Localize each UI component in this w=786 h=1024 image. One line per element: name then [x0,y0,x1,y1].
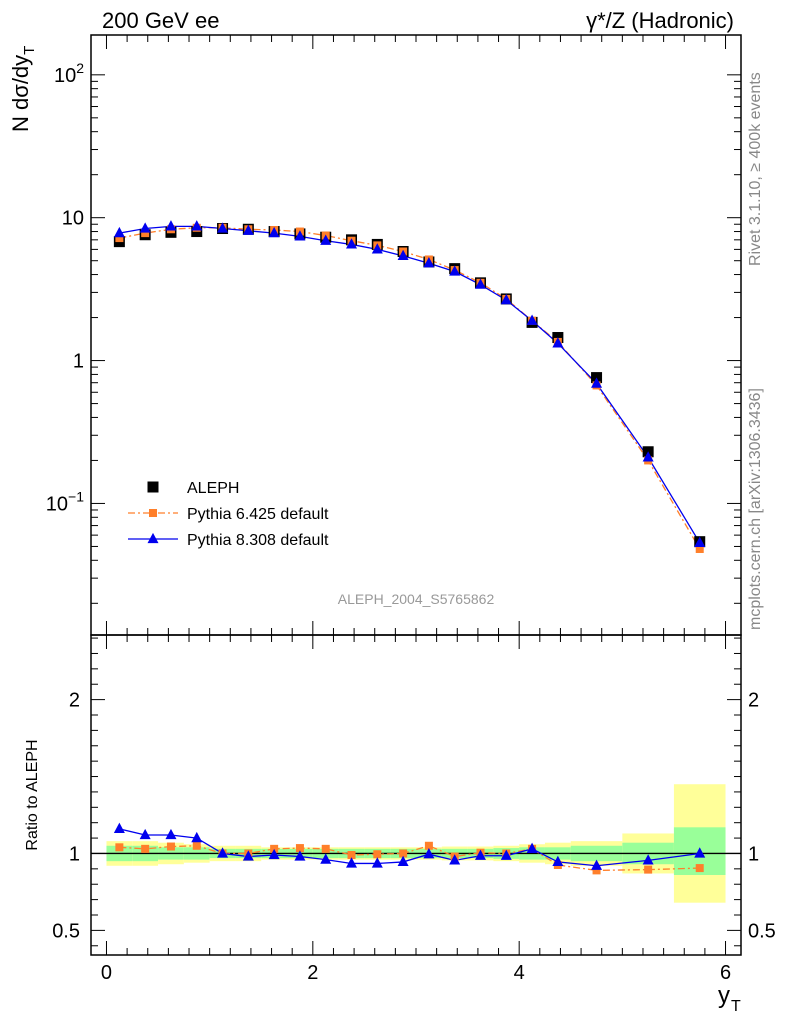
header-left: 200 GeV ee [102,8,219,33]
ratio-pythia8-point [397,855,409,867]
y-tick-label: 102 [54,60,84,87]
ratio-pythia8-point [423,848,435,859]
legend-marker-aleph [147,481,159,493]
pythia8-point [113,226,125,238]
ratio-pythia6-point [695,864,704,873]
ratio-y-tick-label-right: 0.5 [748,920,776,942]
pythia8-point [526,314,538,325]
analysis-watermark: ALEPH_2004_S5765862 [338,591,495,607]
x-axis: 0 2 4 6 [101,635,731,984]
pythia8-point [217,222,229,233]
ratio-series-points [113,822,706,875]
ratio-pythia6-point [592,866,601,875]
pythia8-point [242,224,254,235]
ratio-pythia6-point [141,844,150,853]
ratio-pythia6-point [347,851,356,859]
pythia8-point [449,265,461,276]
ratio-y-tick-label: 1 [69,843,80,865]
ratio-pythia8-point [320,853,332,864]
pythia8-point [694,536,706,547]
pythia8-point [591,377,603,388]
y-tick-label: 1 [73,351,84,373]
ratio-pythia8-point [694,847,706,858]
pythia6-point [115,234,124,243]
main-y-axis-label: N dσ/dyT [8,46,38,132]
y-tick-label: 10−1 [46,488,84,515]
x-axis-label: yT [718,982,741,1015]
header-right: γ*/Z (Hadronic) [586,8,734,33]
pythia8-point [268,226,280,238]
ratio-pythia8-point [242,850,254,861]
ratio-pythia6-point [192,841,201,850]
ratio-pythia6-point [115,843,124,852]
pythia6-point [141,229,150,238]
legend-marker-pythia6 [149,509,157,517]
ratio-pythia8-point [217,847,229,858]
ratio-pythia8-point [165,828,177,840]
pythia8-point [191,220,203,231]
ratio-frame [90,634,742,956]
pythia8-point [165,220,177,231]
pythia8-point [371,243,383,254]
ratio-y-tick-label: 0.5 [52,920,80,942]
main-x-ticks [105,35,727,635]
ratio-pythia6-point [424,841,433,850]
ratio-pythia8-point [139,828,151,840]
pythia6-line [119,227,701,550]
ratio-y-tick-label: 2 [69,690,80,712]
x-tick-label: 6 [720,962,731,984]
ratio-pythia8-point [268,848,280,860]
pythia8-point [642,451,654,462]
legend-marker-pythia8 [147,532,159,544]
legend-label-pythia8: Pythia 8.308 default [187,532,329,549]
pythia8-point [552,337,564,348]
legend-label-aleph: ALEPH [187,480,239,497]
pythia8-point [423,257,435,268]
ratio-y-axis: 0.5 0.5 1 1 2 2 [52,637,776,947]
ratio-pythia6-point [166,842,175,851]
ratio-y-tick-label-right: 1 [748,843,759,865]
ratio-pythia8-point [642,854,654,865]
mcplots-label: mcplots.cern.ch [arXiv:1306.3436] [747,388,764,630]
x-tick-label: 2 [307,962,318,984]
top-series-points [113,220,706,553]
legend-label-pythia6: Pythia 6.425 default [187,506,329,523]
pythia8-point [139,222,151,233]
x-tick-label: 0 [101,962,112,984]
ratio-pythia6-point [399,849,408,858]
pythia6-point [695,544,704,553]
ratio-y-axis-label: Ratio to ALEPH [24,739,41,850]
pythia8-point [397,249,409,261]
ratio-y-tick-label-right: 2 [748,690,759,712]
ratio-pythia6-point [644,865,653,874]
ratio-pythia8-point [371,857,383,868]
ratio-pythia8-point [449,854,461,865]
ratio-panel: 0.5 0.5 1 1 2 2 0 2 4 6 Ratio to ALEPH yT [24,634,776,1015]
pythia8-point [294,230,306,241]
ratio-pythia8-point [591,859,603,870]
pythia8-point [500,293,512,305]
ratio-pythia6-point [321,844,330,853]
ratio-pythia6-point [373,850,382,859]
ratio-pythia8-point [474,849,486,860]
ratio-pythia8-point [191,831,203,843]
ratio-pythia8-point [113,822,125,833]
ratio-pythia8-point [500,849,512,860]
ratio-pythia8-point [526,842,538,853]
top-series-lines [119,225,701,550]
pythia8-point [320,234,332,245]
pythia8-point [474,278,486,289]
y-tick-label: 10 [62,208,84,230]
ratio-pythia8-point [294,850,306,861]
ratio-pythia8-point [346,857,358,868]
x-tick-label: 4 [514,962,525,984]
ratio-pythia8-point [552,855,564,867]
main-y-axis: 10−1 1 10 102 [46,60,741,604]
ratio-pythia6-point [295,844,304,853]
pythia8-point [346,238,358,249]
rivet-version-label: Rivet 3.1.10, ≥ 400k events [747,72,764,266]
legend: ALEPH Pythia 6.425 default Pythia 8.308 de… [128,480,329,549]
